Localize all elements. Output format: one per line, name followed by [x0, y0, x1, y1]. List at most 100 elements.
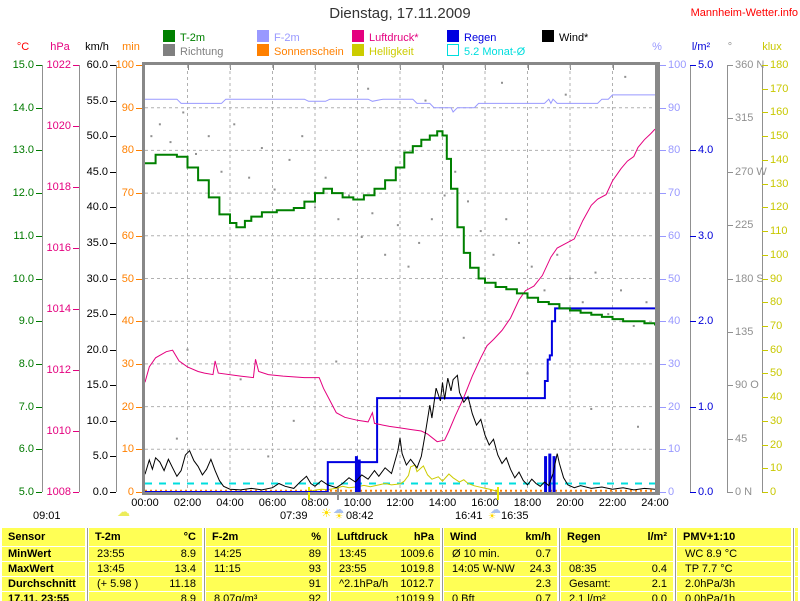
table-header-right: °C: [183, 531, 196, 543]
axis--tick: [727, 439, 733, 440]
series-richtung: [182, 111, 185, 114]
axis--tick-label: 0 N: [735, 486, 753, 498]
axis-min-tick-label: 20: [121, 401, 134, 413]
legend-label: Wind*: [559, 32, 589, 44]
axis-kmh-tick: [110, 65, 116, 66]
table-cell-value: 0.7: [535, 548, 551, 560]
axis-lm-tick: [690, 321, 696, 322]
series-richtung: [399, 390, 401, 393]
axis-klux-tick-label: 130: [770, 178, 789, 190]
axis-C-tick: [36, 279, 42, 280]
series-richtung: [492, 253, 495, 256]
axis-C-tick-label: 11.0: [13, 230, 34, 242]
table-column-separator: [87, 528, 88, 601]
table-header-right: %: [311, 531, 321, 543]
axis-kmh-tick-label: 0.0: [92, 486, 108, 498]
x-axis-label: 02:00: [173, 497, 202, 509]
table-column-group: [89, 528, 202, 601]
series-richtung: [518, 241, 520, 244]
legend-item-f-2m: F-2m: [257, 30, 300, 44]
axis-klux-tick: [762, 397, 768, 398]
axis--tick-label: 360 N: [735, 59, 765, 71]
series-richtung: [150, 135, 153, 138]
series-richtung: [267, 455, 270, 458]
axis--tick: [660, 65, 666, 66]
axis-lm-tick-label: 3.0: [698, 230, 714, 242]
axis-C-tick: [36, 407, 42, 408]
axis-min-tick-label: 10: [121, 443, 134, 455]
x-axis-top-tick: [358, 65, 359, 70]
sunshine-end-time: 16:35: [501, 510, 529, 522]
axis--tick-label: 225: [735, 219, 754, 231]
sunshine-start-sun-icon: ☀: [335, 511, 344, 521]
table-cell-value: 93: [308, 563, 321, 575]
legend-label: T-2m: [180, 32, 206, 44]
table-header-left: Luftdruck: [337, 531, 388, 543]
axis--tick-label: 270 W: [735, 166, 767, 178]
x-axis-label: 16:00: [471, 497, 499, 509]
legend-item-luftdruck-: Luftdruck*: [352, 30, 419, 44]
axis-kmh-tick: [110, 421, 116, 422]
legend-swatch: [257, 30, 269, 42]
series-richtung: [335, 360, 338, 363]
sunset-time: 16:41: [455, 510, 483, 522]
series-richtung: [273, 188, 276, 191]
series-richtung: [467, 200, 469, 203]
axis--tick-label: 80: [668, 144, 681, 156]
axis--tick: [660, 449, 666, 450]
axis-lm-tick-label: 4.0: [698, 144, 714, 156]
axis-C-tick: [36, 492, 42, 493]
axis-hPa-tick: [73, 187, 79, 188]
axis-C-tick: [36, 321, 42, 322]
table-column-group: [677, 528, 791, 601]
axis-klux-tick-label: 100: [770, 249, 789, 261]
table-cell-value: 13.4: [174, 563, 196, 575]
axis-klux-tick: [762, 231, 768, 232]
axis-kmh-tick-label: 35.0: [86, 237, 108, 249]
axis-min-tick: [136, 407, 142, 408]
axis-kmh-tick-label: 15.0: [86, 379, 108, 391]
x-axis-label: 00:00: [131, 497, 159, 509]
axis-klux-tick-label: 180: [770, 59, 789, 71]
sunshine-start-time: 08:42: [346, 510, 374, 522]
series-richtung: [239, 378, 242, 381]
axis-kmh-tick-label: 55.0: [86, 95, 108, 107]
axis-klux-tick-label: 80: [770, 296, 783, 308]
table-header-left: Wind: [450, 531, 477, 543]
axis-kmh-tick-label: 10.0: [86, 415, 108, 427]
table-cell-value: 2.3: [535, 578, 551, 590]
series-richtung: [590, 407, 593, 410]
axis-klux-label: klux: [762, 41, 782, 53]
legend-item-sonnenschein: Sonnenschein: [257, 44, 344, 58]
legend-swatch: [163, 44, 175, 56]
axis-klux-tick: [762, 255, 768, 256]
axis--tick: [727, 385, 733, 386]
series-richtung: [581, 301, 584, 304]
sun-icon: ☀: [321, 506, 332, 520]
axis-min-tick-label: 80: [121, 144, 134, 156]
axis-C-tick: [36, 65, 42, 66]
table-cell-value: 1009.6: [400, 548, 434, 560]
axis-min-tick-label: 0: [127, 486, 134, 498]
table-cell-time: (+ 5.98 ): [97, 578, 139, 590]
series-richtung: [526, 372, 529, 375]
table-cell-value: 8.9: [180, 548, 196, 560]
axis-kmh-tick-label: 60.0: [86, 59, 108, 71]
site-link[interactable]: Mannheim-Wetter.info: [690, 7, 798, 19]
axis-min-tick-label: 90: [121, 102, 134, 114]
table-cell-time: 0.0hPa/1h: [685, 593, 736, 601]
table-header-left: T-2m: [95, 531, 121, 543]
axis-klux-tick-label: 140: [770, 154, 789, 166]
axis-C-tick-label: 5.0: [18, 486, 34, 498]
legend-item-helligkeit: Helligkeit: [352, 44, 414, 58]
axis-kmh-tick: [110, 314, 116, 315]
axis-hPa-tick-label: 1008: [46, 486, 71, 498]
axis-hPa-tick: [73, 248, 79, 249]
axis-klux-line: [762, 65, 763, 492]
axis-hPa-tick-label: 1014: [46, 303, 71, 315]
axis-kmh-tick-label: 20.0: [86, 344, 108, 356]
axis--tick: [660, 321, 666, 322]
axis-klux-tick-label: 90: [770, 273, 783, 285]
table-column-group: [2, 528, 85, 601]
series-richtung: [371, 212, 374, 215]
